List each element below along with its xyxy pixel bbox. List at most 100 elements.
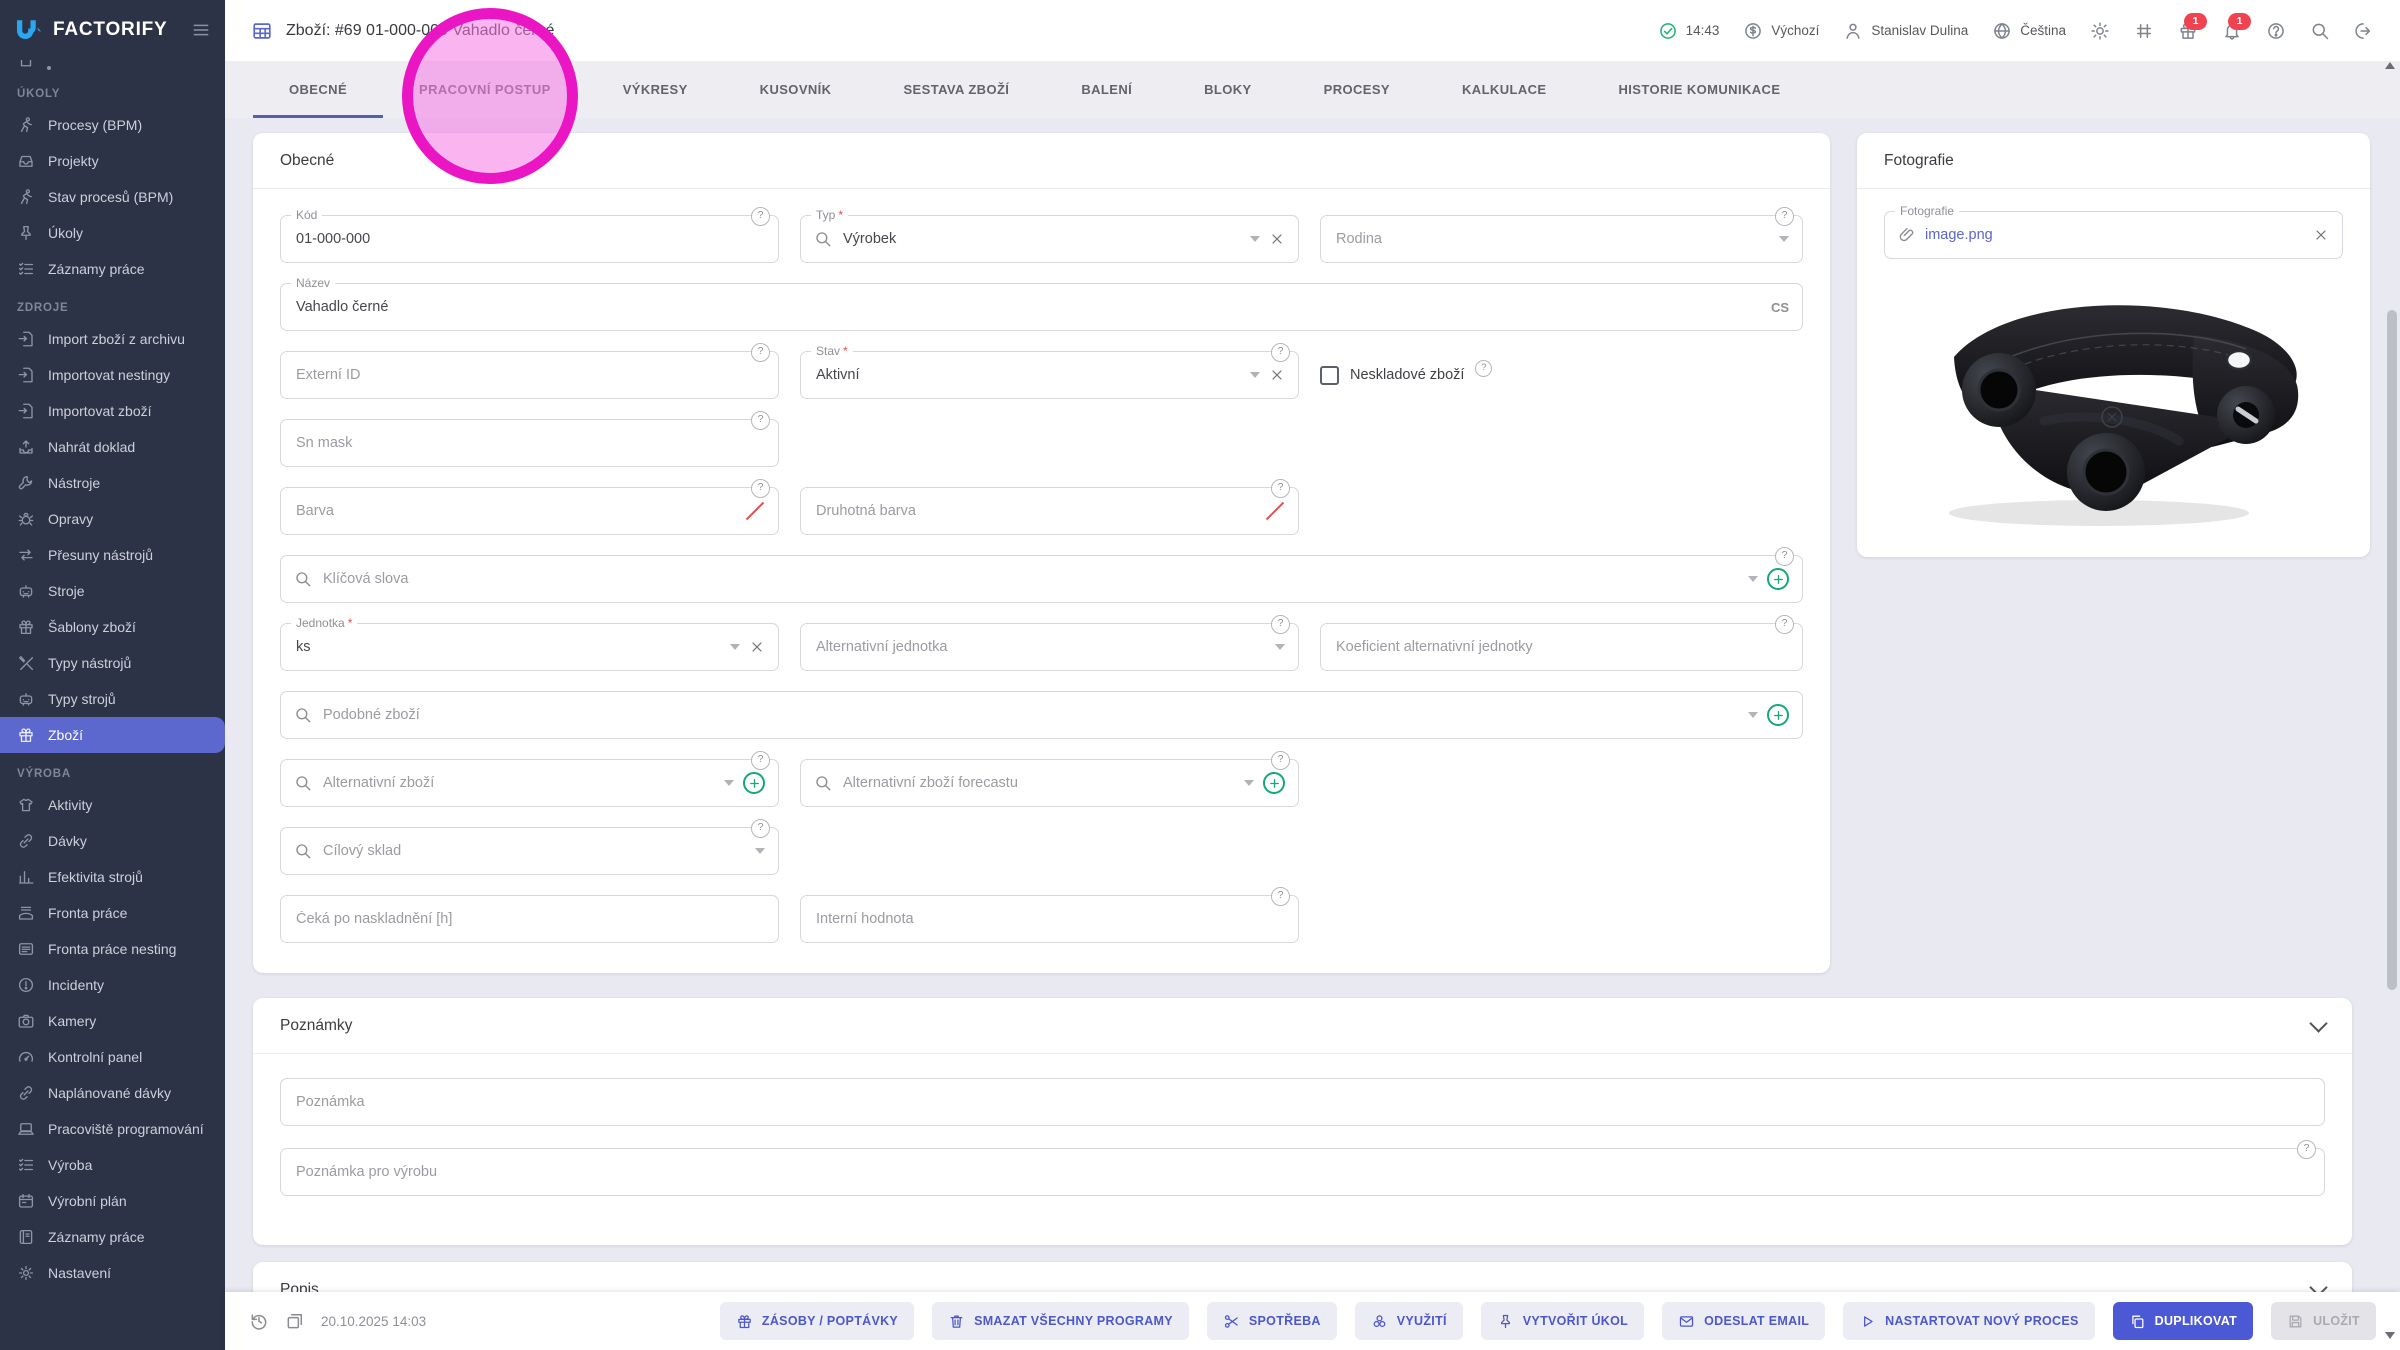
add-icon[interactable] — [1263, 772, 1285, 794]
scrollbar-up-arrow[interactable] — [2385, 62, 2395, 69]
smazat-vsechny-programy-button[interactable]: SMAZAT VŠECHNY PROGRAMY — [932, 1302, 1189, 1340]
externi-id-input[interactable] — [294, 366, 765, 384]
sidebar-item-fronta-prace[interactable]: Fronta práce — [0, 895, 225, 931]
help-icon[interactable]: ? — [1271, 479, 1290, 498]
alternativni-zbozi-forecastu-field[interactable]: ? — [800, 751, 1299, 807]
kod-input[interactable] — [294, 230, 765, 248]
items-shortcut[interactable]: 1 — [2178, 12, 2207, 41]
sidebar-item-nastaveni[interactable]: Nastavení — [0, 1255, 225, 1291]
help-circle-icon[interactable] — [2266, 21, 2286, 41]
alternativni-zbozi-forecastu-input[interactable] — [841, 774, 1235, 792]
help-icon[interactable]: ? — [1775, 615, 1794, 634]
attachment-file-link[interactable]: image.png — [1925, 227, 1993, 243]
sidebar-item-projekty[interactable]: Projekty — [0, 143, 225, 179]
tab-pracovni-postup[interactable]: PRACOVNÍ POSTUP — [419, 82, 551, 97]
sidebar-item-typy-nastroju[interactable]: Typy nástrojů — [0, 645, 225, 681]
spotreba-button[interactable]: SPOTŘEBA — [1206, 1302, 1337, 1340]
search-icon[interactable] — [2310, 21, 2330, 41]
klicova-slova-input[interactable] — [321, 570, 1739, 588]
scrollbar-thumb[interactable] — [2387, 310, 2397, 990]
hamburger-menu-icon[interactable] — [191, 20, 211, 40]
clear-icon[interactable] — [1269, 367, 1285, 383]
flip-icon[interactable] — [285, 1311, 305, 1331]
tab-sestava-zbozi[interactable]: SESTAVA ZBOŽÍ — [903, 82, 1010, 97]
help-icon[interactable]: ? — [1475, 359, 1493, 377]
sidebar-item-zaznamy-prace[interactable]: Záznamy práce — [0, 251, 225, 287]
sidebar-item-aktivity[interactable]: Aktivity — [0, 787, 225, 823]
preset-selector[interactable]: Výchozí — [1743, 21, 1819, 41]
cilovy-sklad-field[interactable]: ? — [280, 819, 779, 875]
tab-historie-komunikace[interactable]: HISTORIE KOMUNIKACE — [1618, 82, 1781, 97]
chevron-down-icon[interactable] — [1779, 236, 1789, 242]
sliders-icon[interactable] — [2134, 21, 2154, 41]
tab-procesy[interactable]: PROCESY — [1323, 82, 1390, 97]
sn-mask-field[interactable]: ? — [280, 411, 779, 467]
klicova-slova-field[interactable]: ? — [280, 547, 1803, 603]
tab-vykresy[interactable]: VÝKRESY — [622, 82, 688, 97]
sidebar-item-opravy[interactable]: Opravy — [0, 501, 225, 537]
neskladove-checkbox[interactable] — [1320, 365, 1339, 385]
help-icon[interactable]: ? — [1775, 547, 1794, 566]
help-icon[interactable]: ? — [751, 343, 770, 362]
help-icon[interactable]: ? — [751, 207, 770, 226]
chevron-down-icon[interactable] — [1275, 644, 1285, 650]
sidebar-item-zbozi[interactable]: Zboží — [0, 717, 225, 753]
ulozit-button[interactable]: ULOŽIT — [2271, 1302, 2376, 1340]
photo-attachment-field[interactable]: Fotografie image.png — [1884, 204, 2343, 259]
tab-baleni[interactable]: BALENÍ — [1081, 82, 1133, 97]
chevron-down-icon[interactable] — [2309, 1277, 2328, 1292]
notifications[interactable]: 1 — [2222, 12, 2251, 41]
sidebar-item-sablony-zbozi[interactable]: Šablony zboží — [0, 609, 225, 645]
nazev-input[interactable] — [294, 298, 1762, 316]
sidebar-item-pracoviste-programovani[interactable]: Pracoviště programování — [0, 1111, 225, 1147]
typ-input[interactable] — [841, 230, 1241, 248]
chevron-down-icon[interactable] — [1250, 236, 1260, 242]
sidebar-item-davky[interactable]: Dávky — [0, 823, 225, 859]
vyuziti-button[interactable]: VYUŽITÍ — [1354, 1302, 1463, 1340]
jednotka-field[interactable]: Jednotka * — [280, 616, 779, 671]
chevron-down-icon[interactable] — [1748, 576, 1758, 582]
help-icon[interactable]: ? — [751, 411, 770, 430]
help-icon[interactable]: ? — [1271, 343, 1290, 362]
help-icon[interactable]: ? — [751, 751, 770, 770]
ceka-po-naskladneni-field[interactable] — [280, 895, 779, 943]
chevron-down-icon[interactable] — [755, 848, 765, 854]
tab-kusovnik[interactable]: KUSOVNÍK — [759, 82, 832, 97]
druhotna-barva-input[interactable] — [814, 502, 1256, 520]
cilovy-sklad-input[interactable] — [321, 842, 746, 860]
clear-icon[interactable] — [749, 639, 765, 655]
sidebar-item-kamery[interactable]: Kamery — [0, 1003, 225, 1039]
chevron-down-icon[interactable] — [1250, 372, 1260, 378]
no-color-icon[interactable] — [745, 501, 765, 521]
tab-bloky[interactable]: BLOKY — [1204, 82, 1252, 97]
poznamka-input[interactable] — [294, 1093, 2311, 1111]
help-icon[interactable]: ? — [751, 819, 770, 838]
alternativni-jednotka-input[interactable] — [814, 638, 1266, 656]
kod-field[interactable]: Kód ? — [280, 207, 779, 263]
language-selector[interactable]: Čeština — [1992, 21, 2066, 41]
logout-icon[interactable] — [2354, 21, 2374, 41]
add-icon[interactable] — [1767, 704, 1789, 726]
help-icon[interactable]: ? — [1775, 207, 1794, 226]
help-icon[interactable]: ? — [1271, 887, 1290, 906]
koeficient-input[interactable] — [1334, 638, 1789, 656]
rodina-input[interactable] — [1334, 230, 1770, 248]
vytvorit-ukol-button[interactable]: VYTVOŘIT ÚKOL — [1480, 1302, 1645, 1340]
podobne-zbozi-field[interactable] — [280, 691, 1803, 739]
druhotna-barva-field[interactable]: ? — [800, 479, 1299, 535]
sidebar-item-clipped[interactable] — [0, 60, 225, 73]
add-icon[interactable] — [1767, 568, 1789, 590]
sidebar-item-stroje[interactable]: Stroje — [0, 573, 225, 609]
chevron-down-icon[interactable] — [1748, 712, 1758, 718]
sidebar-item-naplanovane-davky[interactable]: Naplánované dávky — [0, 1075, 225, 1111]
clear-icon[interactable] — [1269, 231, 1285, 247]
interni-hodnota-input[interactable] — [814, 910, 1285, 928]
user-menu[interactable]: Stanislav Dulina — [1843, 21, 1968, 41]
barva-input[interactable] — [294, 502, 736, 520]
sn-mask-input[interactable] — [294, 434, 765, 452]
nazev-field[interactable]: Název CS — [280, 276, 1803, 331]
add-icon[interactable] — [743, 772, 765, 794]
remove-attachment-icon[interactable] — [2313, 227, 2329, 243]
interni-hodnota-field[interactable]: ? — [800, 887, 1299, 943]
no-color-icon[interactable] — [1265, 501, 1285, 521]
